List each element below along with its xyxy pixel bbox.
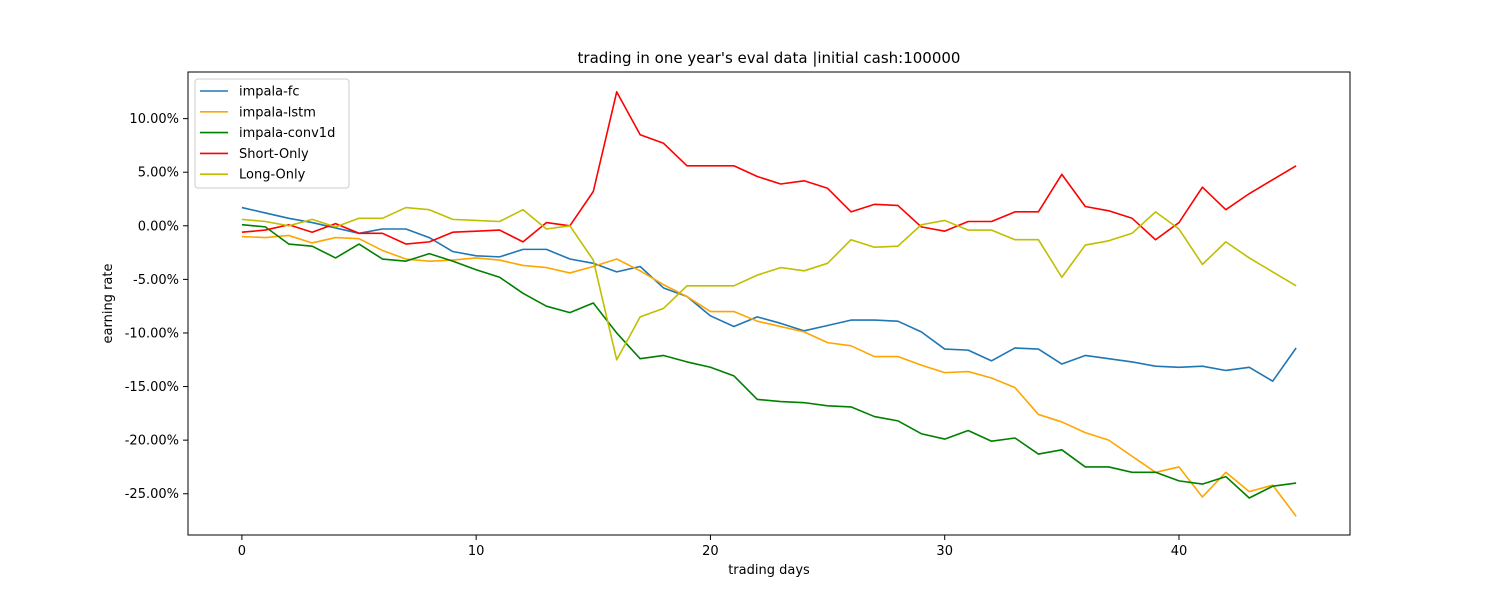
x-tick-label: 10 — [468, 544, 485, 559]
series-layer — [241, 91, 1297, 517]
x-tick-label: 20 — [702, 544, 719, 559]
y-tick-label: -5.00% — [133, 273, 179, 288]
plot-frame — [187, 71, 1351, 536]
legend-box — [194, 78, 350, 189]
x-axis-label: trading days — [728, 563, 810, 578]
legend-label: Short-Only — [239, 147, 309, 162]
legend-items: impala-fc impala-lstm impala-conv1d Short-O… — [200, 85, 335, 183]
legend: impala-fc impala-lstm impala-conv1d Short-O… — [194, 78, 350, 189]
legend-label: impala-conv1d — [239, 126, 335, 141]
x-tick-label: 40 — [1171, 544, 1188, 559]
chart-title: trading in one year's eval data |initial… — [578, 49, 961, 67]
series-line-impala-lstm — [241, 234, 1297, 517]
y-tick-label: 5.00% — [138, 166, 179, 181]
series-line-impala-conv1d — [241, 223, 1297, 499]
legend-label: impala-fc — [239, 85, 300, 100]
y-tick-label: -25.00% — [125, 487, 179, 502]
y-axis: -25.00% -20.00% -15.00% -10.00% -5.00% 0.00% 5… — [125, 112, 188, 502]
x-tick-label: 0 — [238, 544, 246, 559]
y-tick-label: 0.00% — [138, 219, 179, 234]
y-tick-label: 10.00% — [129, 112, 179, 127]
legend-label: Long-Only — [239, 168, 306, 183]
series-line-short-only — [241, 91, 1297, 245]
series-line-impala-fc — [241, 206, 1297, 383]
y-tick-label: -10.00% — [125, 326, 179, 341]
y-tick-label: -20.00% — [125, 434, 179, 449]
y-tick-label: -15.00% — [125, 380, 179, 395]
legend-label: impala-lstm — [239, 105, 316, 120]
x-axis: 0 10 20 30 40 — [238, 535, 1188, 559]
series-line-long-only — [241, 206, 1297, 361]
y-axis-label: earning rate — [101, 264, 116, 344]
x-tick-label: 30 — [936, 544, 953, 559]
